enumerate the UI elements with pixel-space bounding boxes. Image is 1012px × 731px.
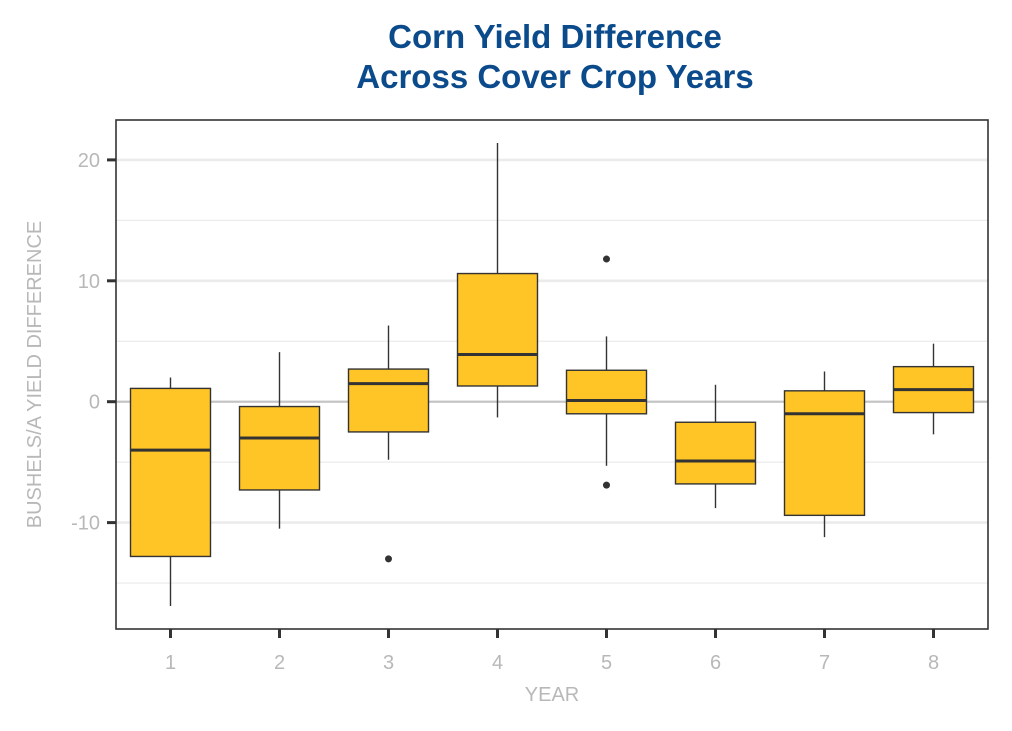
interquartile-box — [674, 421, 757, 485]
interquartile-box — [565, 369, 648, 415]
chart-title-line-1: Corn Yield Difference — [388, 18, 722, 55]
x-tick-label: 3 — [383, 652, 394, 674]
box-year-1 — [129, 377, 212, 607]
x-tick-label: 2 — [274, 652, 285, 674]
box-year-3 — [347, 325, 430, 563]
interquartile-box — [347, 368, 430, 433]
x-tick-label: 4 — [492, 652, 503, 674]
x-axis-title: YEAR — [525, 684, 579, 706]
interquartile-box — [456, 272, 539, 387]
box-year-5 — [565, 255, 648, 489]
y-tick-label: -10 — [71, 513, 100, 535]
plot-panel-border — [115, 119, 989, 630]
x-tick-label: 5 — [601, 652, 612, 674]
interquartile-box — [783, 390, 866, 517]
x-tick-label: 1 — [165, 652, 176, 674]
grid-lines — [116, 158, 988, 584]
outlier-point — [385, 555, 392, 563]
x-tick-label: 8 — [928, 652, 939, 674]
box-year-6 — [674, 384, 757, 509]
y-tick-label: 20 — [78, 150, 100, 172]
outlier-point — [603, 481, 610, 489]
y-tick-label: 10 — [78, 271, 100, 293]
chart-title-line-2: Across Cover Crop Years — [356, 58, 754, 95]
box-year-8 — [892, 343, 975, 435]
x-tick-label: 6 — [710, 652, 721, 674]
outlier-point — [603, 255, 610, 263]
boxes — [129, 142, 975, 607]
axis-ticks: -10 0 10 20 1 2 3 4 5 6 7 8 — [71, 150, 939, 674]
y-axis-title: BUSHELS/A YIELD DIFFERENCE — [24, 221, 46, 529]
x-tick-label: 7 — [819, 652, 830, 674]
box-year-4 — [456, 142, 539, 418]
interquartile-box — [129, 387, 212, 558]
y-tick-label: 0 — [89, 392, 100, 414]
interquartile-box — [238, 405, 321, 491]
box-year-7 — [783, 371, 866, 538]
box-year-2 — [238, 352, 321, 529]
